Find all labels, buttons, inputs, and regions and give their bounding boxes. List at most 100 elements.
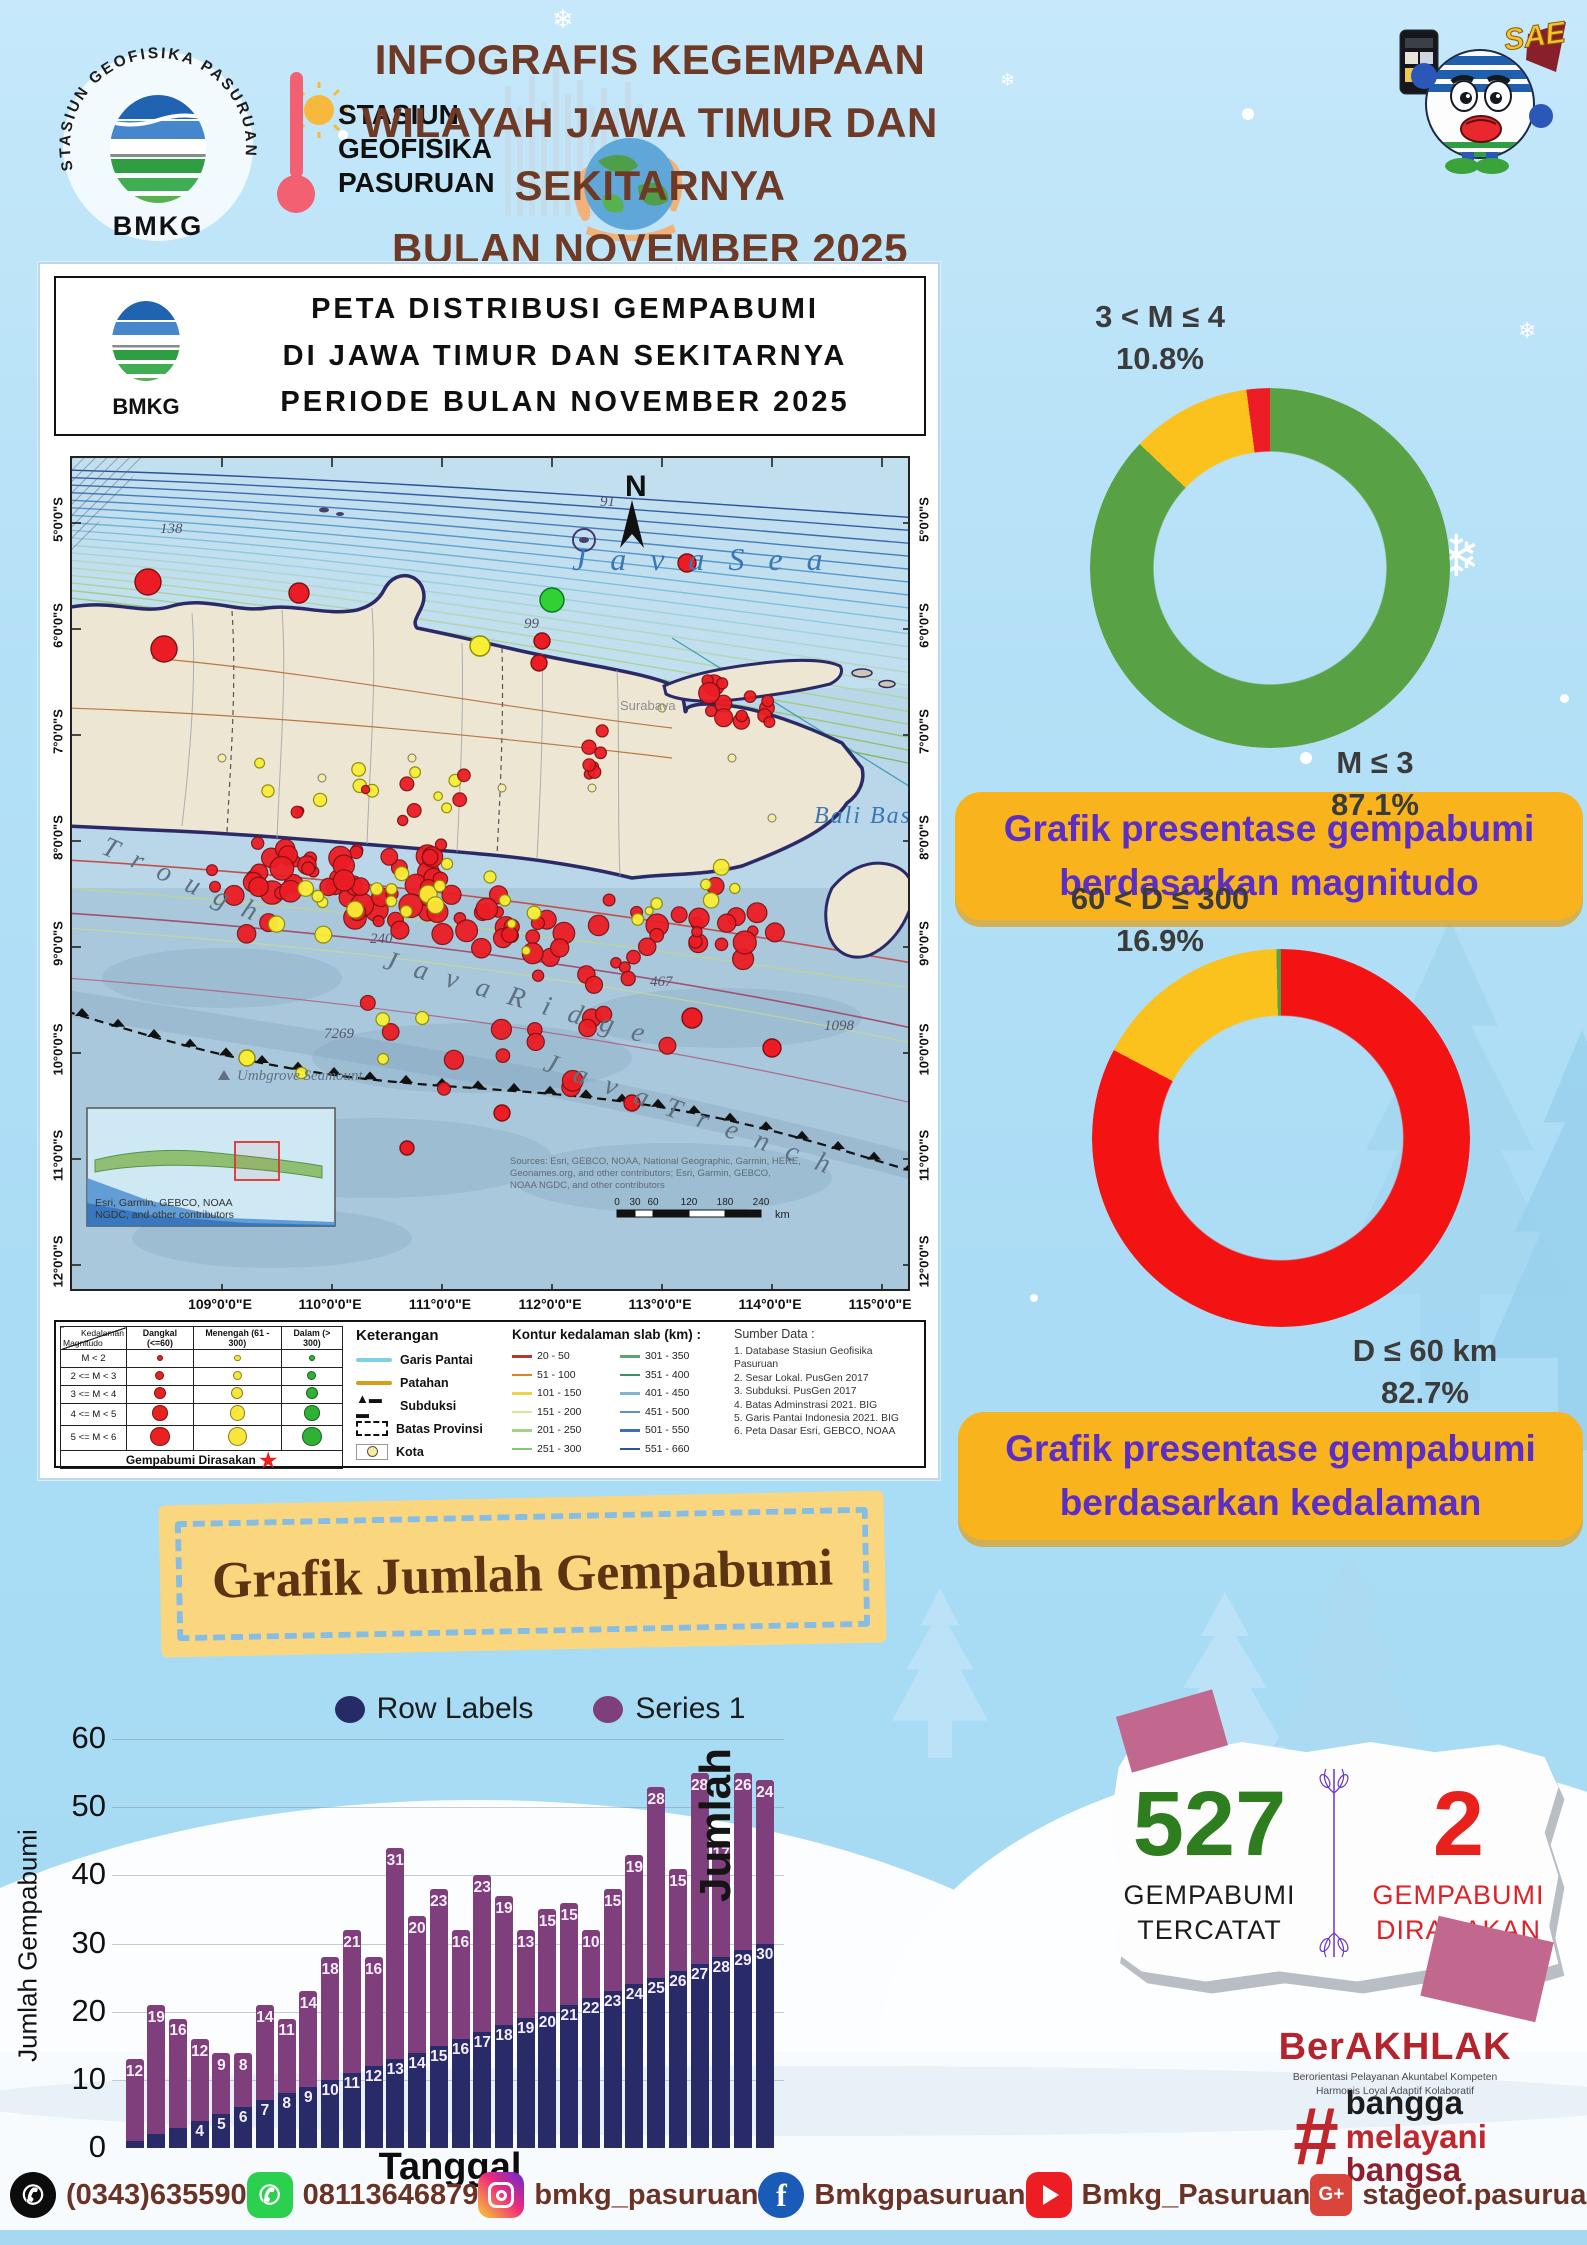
bar-count-segment [690, 1773, 709, 1964]
svg-text:Sources: Esri, GEBCO, NOAA, Na: Sources: Esri, GEBCO, NOAA, National Geo… [510, 1156, 801, 1167]
legend-marker-navy [334, 1695, 365, 1723]
latitude-label: 11°0'0"S [916, 1129, 932, 1182]
city-icon [356, 1443, 388, 1460]
day-value-label: 13 [386, 2061, 404, 2079]
bar-day-segment [603, 1991, 622, 2148]
bottom-strip [0, 2230, 1587, 2245]
svg-text:99: 99 [524, 616, 540, 632]
y-tick-label: 20 [71, 1992, 106, 2028]
data-sources: Sumber Data : 1. Database Stasiun Geofis… [726, 1322, 924, 1466]
count-value-label: 23 [473, 1879, 491, 1897]
map-logo-caption: BMKG [112, 394, 179, 419]
bar-day-segment [408, 2052, 427, 2148]
phone-contact[interactable]: ✆ (0343)635590 [10, 2172, 247, 2218]
kontur-range: 451 - 500 [620, 1403, 722, 1422]
page-title: INFOGRAFIS KEGEMPAAN WILAYAH JAWA TIMUR … [300, 28, 1000, 280]
grid-line [112, 1943, 784, 1945]
bar-day-segment [690, 1963, 709, 2148]
latitude-label: 8°0'0"S [916, 815, 932, 860]
y-tick-label: 50 [71, 1788, 106, 1824]
bar-count-segment [299, 1991, 318, 2087]
kontur-range: 101 - 150 [512, 1384, 614, 1403]
legend-series1: Series 1 [593, 1692, 745, 1726]
bar-day-segment [516, 2018, 535, 2148]
mascot-face [1450, 74, 1512, 143]
latitude-label: 7°0'0"S [916, 709, 932, 754]
latitude-label: 5°0'0"S [50, 497, 66, 542]
bar-day-segment [647, 1977, 666, 2148]
map-title-line1: PETA DISTRIBUSI GEMPABUMI [311, 293, 819, 326]
city-markers [217, 703, 777, 823]
grid-line [112, 2079, 784, 2081]
bar-day-segment [668, 1970, 687, 2148]
grid-line [112, 2011, 784, 2013]
latitude-label: 12°0'0"S [50, 1235, 66, 1288]
kontur-range: 551 - 660 [620, 1440, 722, 1459]
instagram-contact[interactable]: bmkg_pasuruan [478, 2172, 758, 2218]
day-value-label: 15 [430, 2047, 448, 2065]
count-value-label: 14 [299, 1995, 317, 2013]
bar-day-segment [147, 2134, 166, 2148]
magnitude-big-slice-label: M ≤ 3 87.1% [1331, 745, 1419, 822]
email-contact[interactable]: G+ stageof.pasuruan@bmkg.go.id [1310, 2174, 1587, 2216]
bar-chart-title-card: Grafik Jumlah Gempabumi [158, 1490, 887, 1658]
count-value-label: 8 [238, 2056, 248, 2074]
bar-count-segment [734, 1773, 753, 1951]
mascot-hand-left [1411, 63, 1437, 89]
bar-count-segment [190, 2038, 209, 2121]
day-value-label: 25 [647, 1979, 665, 1997]
bar-day-segment [168, 2127, 187, 2148]
bar-count-segment [342, 1929, 361, 2074]
sumber-item: 6. Peta Dasar Esri, GEBCO, NOAA [734, 1426, 896, 1438]
count-value-label: 16 [169, 2022, 187, 2040]
bar-day-segment [560, 2004, 579, 2148]
longitude-label: 114°0'0"E [738, 1296, 802, 1312]
day-value-label: 30 [756, 1945, 774, 1963]
count-value-label: 14 [256, 2008, 274, 2026]
count-value-label: 15 [538, 1913, 557, 1931]
day-value-label: 23 [604, 1993, 622, 2011]
bar-day-segment [364, 2066, 383, 2148]
count-value-label: 19 [625, 1858, 643, 1876]
count-value-label: 15 [604, 1892, 622, 1910]
kontur-range: 201 - 250 [512, 1421, 614, 1440]
facebook-contact[interactable]: f Bmkgpasuruan [758, 2172, 1026, 2218]
kontur-range: 401 - 450 [620, 1384, 722, 1403]
svg-text:180: 180 [717, 1197, 734, 1208]
phone-icon: ✆ [10, 2172, 56, 2218]
keterangan-legend: Keterangan Garis Pantai Patahan ▲▬ ▬ Subd… [348, 1322, 508, 1466]
latitude-label: 11°0'0"S [50, 1129, 66, 1182]
bmkg-emblem-caption: BMKG [113, 211, 204, 241]
snow-dot [1030, 1294, 1038, 1302]
map-canvas: Surabaya J a v a S e a Bali Bas T r o u … [70, 456, 910, 1291]
svg-text:120: 120 [681, 1197, 698, 1208]
bar-day-segment [342, 2073, 361, 2148]
seamount-label: Umbgrove Seamount [237, 1068, 364, 1084]
map-sources-text: Sources: Esri, GEBCO, NOAA, National Geo… [510, 1156, 801, 1191]
magnitude-caption: Grafik presentase gempabumi berdasarkan … [955, 792, 1583, 920]
svg-text:GEOFISIKA: GEOFISIKA [338, 133, 492, 164]
y-tick-label: 10 [71, 2060, 106, 2096]
bar-count-segment [581, 1929, 600, 1999]
bar-count-segment [473, 1875, 492, 2033]
latitude-label: 9°0'0"S [916, 921, 932, 966]
youtube-contact[interactable]: Bmkg_Pasuruan [1025, 2172, 1310, 2218]
bar-count-segment [234, 2052, 253, 2108]
bar-day-segment [429, 2045, 448, 2148]
svg-text:NOAA NGDC, and other contribut: NOAA NGDC, and other contributors [510, 1180, 665, 1191]
map-title-line3: PERIODE BULAN NOVEMBER 2025 [280, 386, 850, 419]
map-title: PETA DISTRIBUSI GEMPABUMI DI JAWA TIMUR … [206, 286, 924, 425]
sumber-item: 4. Batas Adminstrasi 2021. BIG [734, 1399, 878, 1411]
svg-text:PASURUAN: PASURUAN [338, 167, 495, 198]
day-value-label: 18 [495, 2027, 513, 2045]
count-value-label: 15 [669, 1872, 687, 1890]
sumber-item: 2. Sesar Lokal. PusGen 2017 [734, 1372, 869, 1384]
recorded-count: 527 [1132, 1772, 1287, 1875]
magnitude-small-slice-label: 3 < M ≤ 4 10.8% [1095, 299, 1225, 376]
bar-count-segment [712, 1841, 731, 1958]
whatsapp-contact[interactable]: ✆ 08113646879 [246, 2172, 478, 2218]
depth-donut-chart [1092, 949, 1470, 1327]
station-name: STASIUN GEOFISIKA PASURUAN [338, 99, 495, 198]
sumber-item: 1. Database Stasiun Geofisika Pasuruan [734, 1346, 873, 1371]
